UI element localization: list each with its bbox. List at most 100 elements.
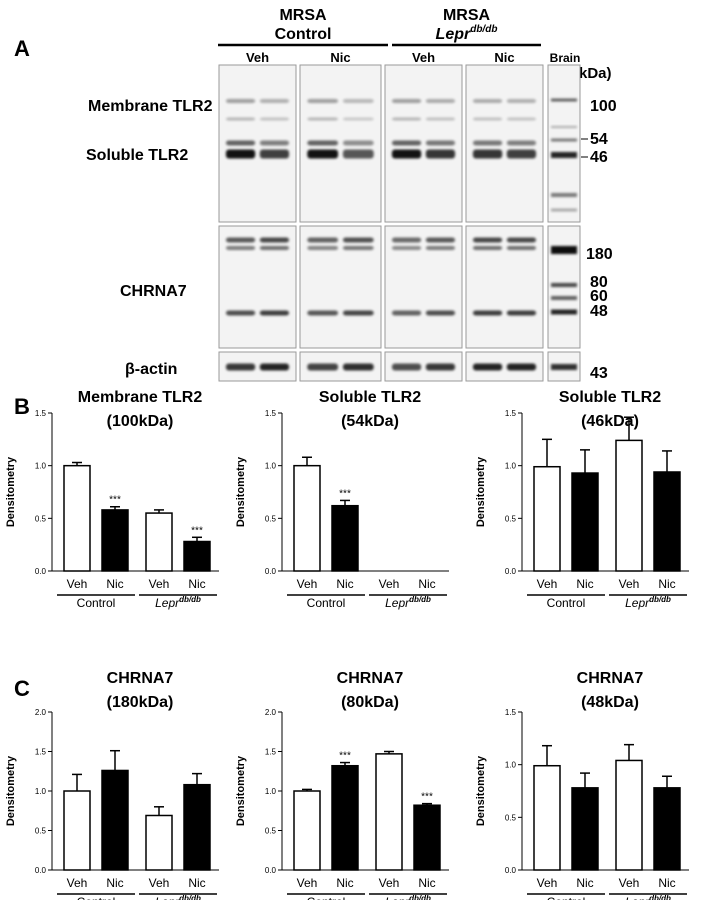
label: Veh <box>379 876 400 890</box>
bar <box>533 764 561 871</box>
band <box>307 237 339 243</box>
label: Soluble TLR2 <box>86 147 188 164</box>
label: Nic <box>494 50 514 65</box>
label: Veh <box>297 577 318 591</box>
label: 1.5 <box>35 748 47 757</box>
band <box>225 237 256 243</box>
band <box>342 237 374 243</box>
label: 1.5 <box>265 409 277 418</box>
band <box>259 237 290 243</box>
label: 0.0 <box>505 866 517 875</box>
band <box>506 99 537 103</box>
bar <box>183 783 211 871</box>
label: Soluble TLR2 <box>319 389 421 406</box>
group-label: Control <box>547 596 586 610</box>
band <box>307 149 339 159</box>
band <box>551 98 577 102</box>
band <box>307 117 339 121</box>
band <box>551 152 577 158</box>
superscript: db/db <box>409 595 431 604</box>
blot-box <box>299 225 382 349</box>
band <box>307 363 339 371</box>
label: Nic <box>106 876 123 890</box>
bar <box>653 787 681 871</box>
label: Veh <box>246 50 269 65</box>
band <box>551 246 577 254</box>
label: 1.0 <box>265 787 277 796</box>
label: C <box>14 676 30 701</box>
band <box>391 149 422 159</box>
label: 0.5 <box>505 514 517 523</box>
label: Veh <box>619 577 640 591</box>
label: 0.5 <box>35 514 47 523</box>
group-name: Control <box>307 895 346 900</box>
label: 1.0 <box>505 761 517 770</box>
band <box>259 246 290 250</box>
band <box>551 296 577 300</box>
group-label: Leprdb/db <box>385 894 431 900</box>
label: Densitometry <box>235 456 247 527</box>
group-name: Lepr <box>436 26 471 43</box>
band <box>425 310 456 316</box>
label: 0.0 <box>35 567 47 576</box>
group-label: Leprdb/db <box>625 894 671 900</box>
label: Nic <box>418 876 435 890</box>
label: 1.5 <box>35 409 47 418</box>
label: Veh <box>379 577 400 591</box>
bar <box>615 439 643 572</box>
label: CHRNA7 <box>120 283 187 300</box>
label: 0.0 <box>505 567 517 576</box>
band <box>425 140 456 146</box>
bar <box>293 790 321 871</box>
label: Veh <box>149 876 170 890</box>
group-name: Lepr <box>625 895 650 900</box>
band <box>551 309 577 315</box>
label: (kDa) <box>574 65 612 82</box>
superscript: db/db <box>179 595 201 604</box>
group-name: Lepr <box>155 596 180 610</box>
label: B <box>14 394 30 419</box>
label: Densitometry <box>475 755 487 826</box>
label: 46 <box>590 149 608 166</box>
bar <box>63 464 91 572</box>
label: Densitometry <box>5 755 17 826</box>
label: Nic <box>106 577 123 591</box>
band <box>342 246 374 250</box>
band <box>506 237 537 243</box>
label: (100kDa) <box>107 413 174 430</box>
label: Veh <box>67 876 88 890</box>
label: CHRNA7 <box>107 670 174 687</box>
group-label: Control <box>275 26 332 43</box>
band <box>551 283 577 287</box>
bar <box>183 540 211 572</box>
band <box>425 363 456 371</box>
bar <box>615 759 643 871</box>
label: *** <box>421 792 433 803</box>
label: Soluble TLR2 <box>559 389 661 406</box>
label: 1.0 <box>265 462 277 471</box>
bar <box>331 504 359 572</box>
label: *** <box>109 495 121 506</box>
band <box>551 193 577 197</box>
band <box>259 117 290 121</box>
label: A <box>14 36 30 61</box>
label: Densitometry <box>475 456 487 527</box>
band <box>391 363 422 371</box>
band <box>506 117 537 121</box>
band <box>342 140 374 146</box>
label: Nic <box>330 50 350 65</box>
band <box>425 99 456 103</box>
group-name: Control <box>547 895 586 900</box>
band <box>506 140 537 146</box>
band <box>425 117 456 121</box>
group-label: Leprdb/db <box>436 24 498 43</box>
superscript: db/db <box>179 894 201 900</box>
label: Veh <box>537 876 558 890</box>
band <box>342 99 374 103</box>
band <box>391 246 422 250</box>
label: 60 <box>590 288 608 305</box>
label: 180 <box>586 246 613 263</box>
label: 1.0 <box>505 462 517 471</box>
band <box>259 140 290 146</box>
